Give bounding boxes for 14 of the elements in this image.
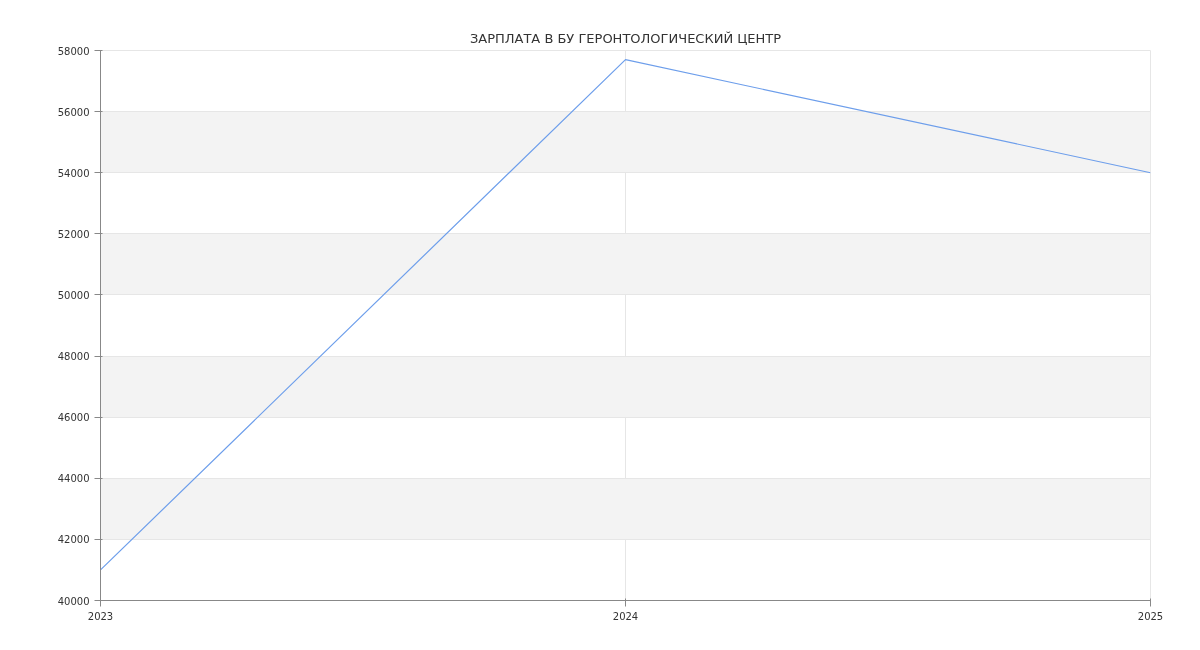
y-tick-label: 54000 — [57, 167, 90, 179]
y-tick-label: 42000 — [57, 534, 90, 546]
y-tick-label: 46000 — [57, 412, 90, 424]
x-tick-label: 2023 — [87, 610, 114, 622]
y-tick-label: 52000 — [57, 228, 90, 240]
chart-title: ЗАРПЛАТА В БУ ГЕРОНТОЛОГИЧЕСКИЙ ЦЕНТР — [469, 30, 782, 46]
x-tick-label: 2025 — [1137, 610, 1164, 622]
y-tick-label: 50000 — [57, 289, 90, 301]
y-tick-label: 40000 — [57, 595, 90, 607]
y-tick-label: 48000 — [57, 351, 90, 363]
y-tick-label: 58000 — [57, 45, 90, 57]
y-tick-label: 44000 — [57, 473, 90, 485]
y-tick-label: 56000 — [57, 106, 90, 118]
x-tick-label: 2024 — [612, 610, 639, 622]
